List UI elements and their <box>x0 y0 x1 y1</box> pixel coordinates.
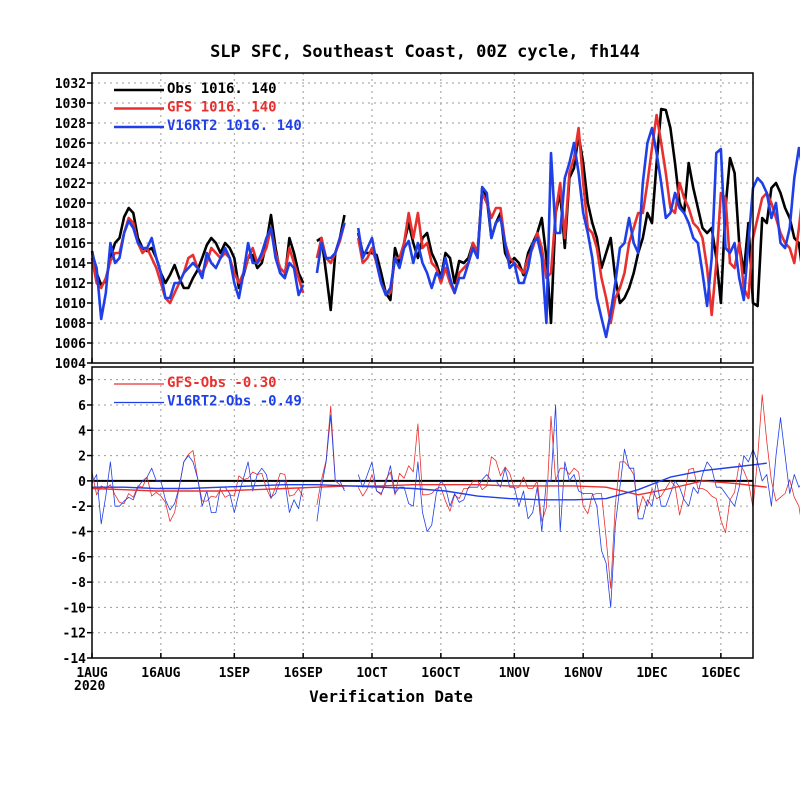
bottom-ytick-label: -10 <box>63 601 87 616</box>
bottom-legend-label: V16RT2-Obs -0.49 <box>167 394 302 410</box>
top-legend-label: GFS 1016. 140 <box>167 100 277 116</box>
bottom-ytick-label: -2 <box>70 500 86 515</box>
x-tick-label: 16NOV <box>564 666 603 681</box>
x-tick-label: 1NOV <box>499 666 530 681</box>
bottom-ytick-label: -4 <box>70 525 86 540</box>
x-tick-label: 16AUG <box>141 666 180 681</box>
top-ytick-label: 1030 <box>55 97 86 112</box>
x-axis: 1AUG 16AUG 1SEP 16SEP 1OCT 16OCT 1NOV 16NOV 1DEC… <box>76 666 740 681</box>
top-series-v16rt2-line <box>90 219 305 321</box>
top-ytick-label: 1026 <box>55 137 86 152</box>
top-panel: 1004 1006 1008 1010 1012 1014 1016 1018 1020 1022… <box>55 72 800 372</box>
top-ytick-label: 1004 <box>55 357 86 372</box>
x-tick-label: 1SEP <box>219 666 250 681</box>
top-ytick-label: 1028 <box>55 117 86 132</box>
bottom-panel: -14 -12 -10 -8 -6 -4 -2 0 2 4 6 8 GFS-Obs -0.30 V16RT… <box>63 366 800 667</box>
x-tick-label: 16SEP <box>284 666 323 681</box>
bottom-legend-label: GFS-Obs -0.30 <box>167 375 277 391</box>
bottom-ytick-label: -14 <box>63 652 87 667</box>
bottom-ytick-label: 4 <box>78 424 86 439</box>
x-tick-label: 1OCT <box>356 666 387 681</box>
bottom-ytick-label: -12 <box>63 627 86 642</box>
bottom-ytick-label: 2 <box>78 450 86 465</box>
x-tick-label: 1AUG <box>76 666 107 681</box>
bottom-ytick-label: -6 <box>70 551 86 566</box>
bottom-ytick-label: 0 <box>78 475 86 490</box>
bottom-frame <box>91 366 754 659</box>
bottom-series-v16rt2-obs-smoothed-line <box>92 462 767 501</box>
bottom-ytick-label: 8 <box>78 374 86 389</box>
top-ytick-label: 1012 <box>55 277 86 292</box>
top-ytick-label: 1020 <box>55 197 86 212</box>
bottom-series-v16rt2-obs-line <box>91 455 304 525</box>
top-ytick-label: 1006 <box>55 337 86 352</box>
bottom-series-v16rt2-obs-line <box>357 404 800 608</box>
bottom-ytick-label: -8 <box>70 576 86 591</box>
top-ytick-label: 1024 <box>55 157 86 172</box>
top-frame <box>91 72 754 364</box>
top-ytick-label: 1008 <box>55 317 86 332</box>
x-axis-title: Verification Date <box>309 687 473 706</box>
top-ytick-label: 1010 <box>55 297 86 312</box>
bottom-series-gfs-obs-line <box>316 405 345 505</box>
top-ytick-label: 1014 <box>55 257 86 272</box>
top-ytick-label: 1022 <box>55 177 86 192</box>
bottom-series-gfs-obs-smoothed-line <box>91 480 767 496</box>
chart-title: SLP SFC, Southeast Coast, 00Z cycle, fh1… <box>210 42 640 62</box>
top-ytick-label: 1018 <box>55 217 86 232</box>
top-legend-label: V16RT2 1016. 140 <box>167 118 302 134</box>
bottom-ytick-label: 6 <box>78 399 86 414</box>
x-tick-label: 16OCT <box>421 666 460 681</box>
x-axis-year-label: 2020 <box>74 679 105 694</box>
top-legend-label: Obs 1016. 140 <box>167 81 277 97</box>
bottom-series-gfs-obs-line <box>357 394 800 589</box>
x-tick-label: 16DEC <box>701 666 740 681</box>
top-ytick-label: 1016 <box>55 237 86 252</box>
top-series-v16rt2-line <box>356 126 800 339</box>
x-tick-label: 1DEC <box>636 666 667 681</box>
top-series-v16rt2-line <box>315 222 346 274</box>
top-series-obs-line <box>356 107 800 325</box>
top-ytick-label: 1032 <box>55 77 86 92</box>
